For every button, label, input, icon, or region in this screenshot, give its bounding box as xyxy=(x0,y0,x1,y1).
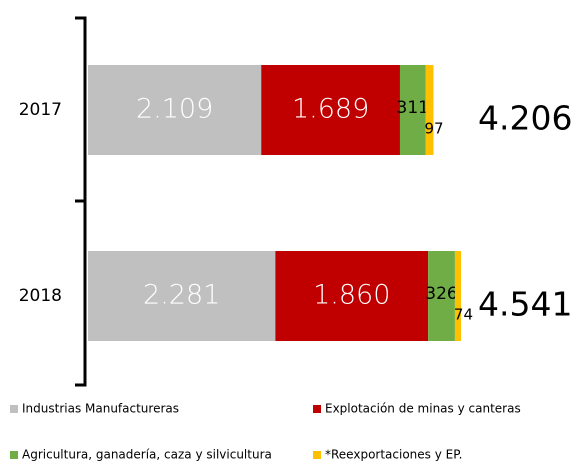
legend-swatch xyxy=(313,405,321,413)
legend-label: Industrias Manufactureras xyxy=(22,402,179,416)
total-label: 4.206 xyxy=(478,99,572,138)
bar-segment xyxy=(261,65,400,155)
bar-segment xyxy=(275,251,429,341)
value-label: 97 xyxy=(425,120,444,138)
legend-swatch xyxy=(313,451,321,459)
category-label: 2018 xyxy=(19,286,62,306)
total-label: 4.541 xyxy=(478,285,572,324)
bar-segment xyxy=(88,65,262,155)
legend-label: Explotación de minas y canteras xyxy=(325,402,521,416)
value-label: 1.689 xyxy=(292,94,369,125)
value-label: 1.860 xyxy=(313,280,390,311)
bar-segment xyxy=(88,251,276,341)
bar-segment xyxy=(454,251,461,341)
value-label: 2.109 xyxy=(136,94,213,125)
legend-label: *Reexportaciones y EP. xyxy=(325,448,462,462)
legend-label: Agricultura, ganadería, caza y silvicult… xyxy=(22,448,272,462)
value-label: 311 xyxy=(397,98,429,118)
legend-swatch xyxy=(10,451,18,459)
value-label: 326 xyxy=(425,284,457,304)
value-label: 2.281 xyxy=(143,280,220,311)
axis-bracket xyxy=(75,16,87,387)
category-label: 2017 xyxy=(19,100,62,120)
bar-segment xyxy=(399,65,426,155)
bar-segment xyxy=(428,251,455,341)
value-label: 74 xyxy=(454,306,473,324)
bar-segment xyxy=(425,65,434,155)
legend-swatch xyxy=(10,405,18,413)
